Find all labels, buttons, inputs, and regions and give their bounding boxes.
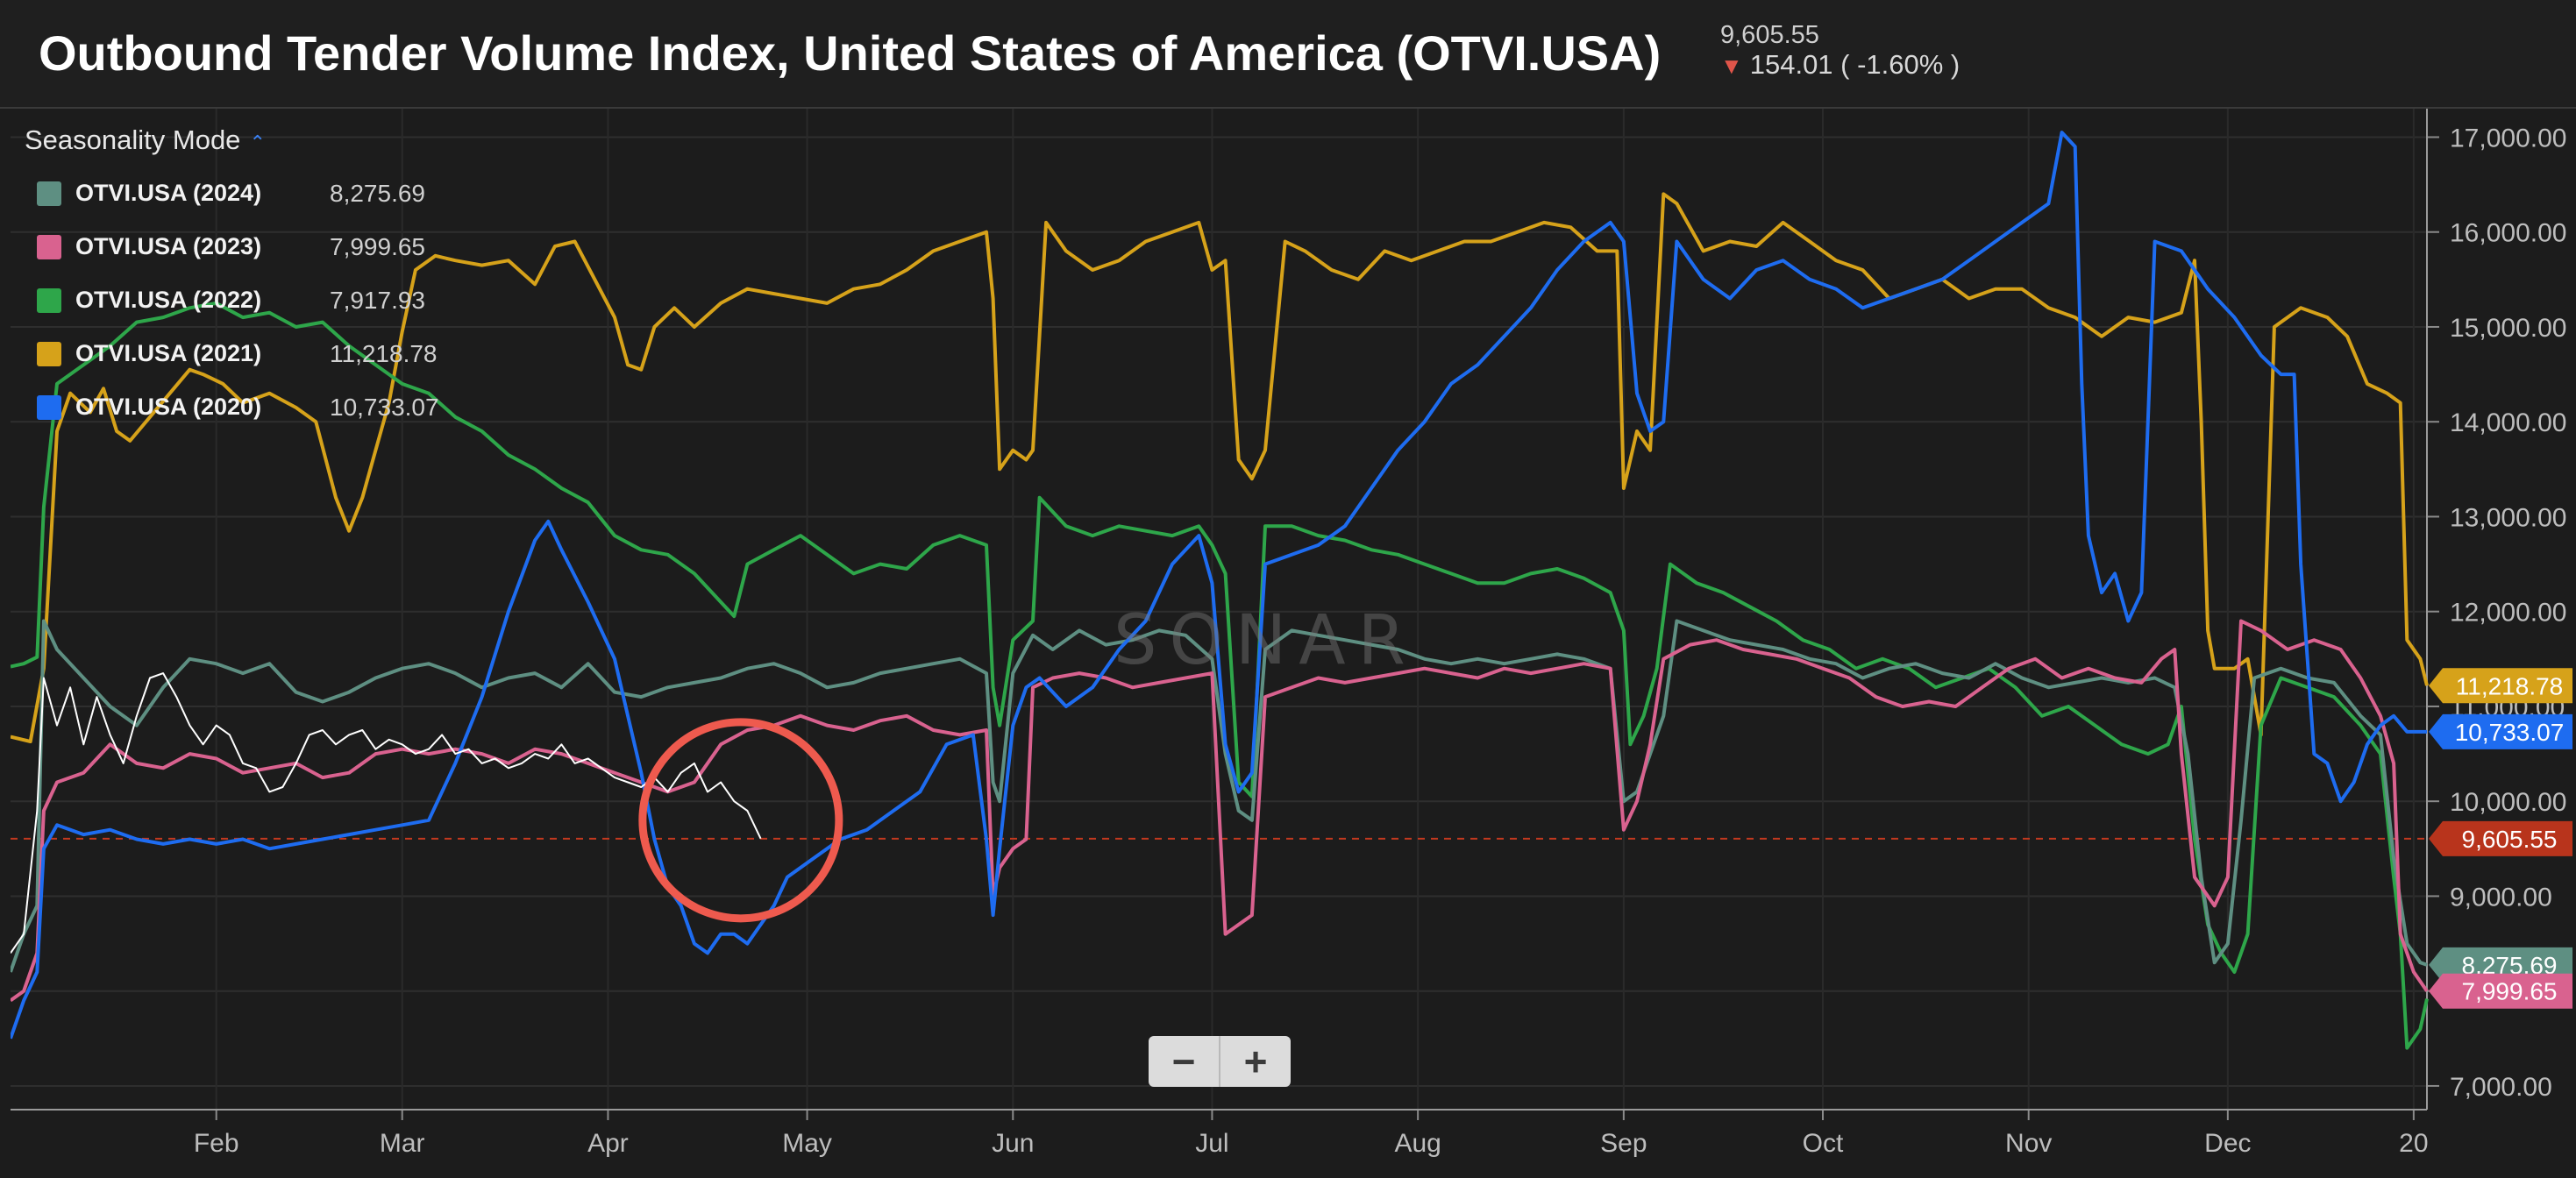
legend-swatch xyxy=(37,181,61,206)
series-line-0 xyxy=(11,192,2429,743)
legend-series-value: 10,733.07 xyxy=(330,393,439,421)
legend-item[interactable]: OTVI.USA (2023) 7,999.65 xyxy=(25,220,439,273)
arrow-down-icon: ▼ xyxy=(1720,53,1743,79)
zoom-out-button[interactable]: − xyxy=(1171,1039,1196,1084)
y-tick-label: 7,000.00 xyxy=(2450,1073,2552,1102)
x-tick-label: Mar xyxy=(380,1129,425,1158)
y-tick-label: 14,000.00 xyxy=(2450,408,2566,437)
legend-swatch xyxy=(37,341,61,366)
y-tick-label: 10,000.00 xyxy=(2450,788,2566,817)
x-tick-label: Feb xyxy=(194,1129,239,1158)
series-line-2 xyxy=(11,619,2428,973)
x-tick-label: Sep xyxy=(1600,1129,1647,1158)
last-value: 9,605.55 xyxy=(1720,21,1819,49)
tag-2020: 10,733.07 xyxy=(2429,713,2572,749)
legend-swatch xyxy=(37,287,61,313)
seasonality-mode-label: Seasonality Mode xyxy=(25,124,241,155)
chevron-up-icon: ⌃ xyxy=(249,131,266,153)
x-tick-label: Dec xyxy=(2204,1129,2251,1158)
tag-2020-bg xyxy=(2429,713,2572,749)
zoom-in-button[interactable]: + xyxy=(1219,1036,1291,1087)
tag-2021: 11,218.78 xyxy=(2429,668,2572,704)
x-tick-label: Oct xyxy=(1803,1129,1844,1158)
series-line-3 xyxy=(11,619,2429,1003)
chart-header: Outbound Tender Volume Index, United Sta… xyxy=(0,0,2576,109)
legend-swatch xyxy=(37,394,61,420)
tag-2023-bg xyxy=(2429,973,2572,1009)
x-tick-label: Aug xyxy=(1394,1129,1441,1158)
chart-title: Outbound Tender Volume Index, United Sta… xyxy=(39,25,1662,81)
series-line-1 xyxy=(11,301,2429,1050)
legend: Seasonality Mode ⌃ OTVI.USA (2024) 8,275.… xyxy=(25,124,439,434)
x-tick-label: Jul xyxy=(1195,1129,1228,1158)
legend-series-name: OTVI.USA (2021) xyxy=(75,340,262,366)
legend-series-value: 11,218.78 xyxy=(330,339,438,367)
change-readout: ▼ 154.01 ( -1.60% ) xyxy=(1720,49,1960,81)
legend-item[interactable]: OTVI.USA (2020) 10,733.07 xyxy=(25,380,439,434)
legend-swatch xyxy=(37,234,61,259)
legend-item[interactable]: OTVI.USA (2021) 11,218.78 xyxy=(25,327,439,380)
legend-item[interactable]: OTVI.USA (2022) 7,917.93 xyxy=(25,273,439,327)
x-tick-label: Nov xyxy=(2005,1129,2052,1158)
legend-series-name: OTVI.USA (2022) xyxy=(75,287,262,313)
series-line-5 xyxy=(11,672,762,954)
legend-item[interactable]: OTVI.USA (2024) 8,275.69 xyxy=(25,167,439,220)
y-tick-label: 12,000.00 xyxy=(2450,599,2566,628)
legend-series-value: 7,917.93 xyxy=(330,286,425,314)
tag-2023-text: 7,999.65 xyxy=(2462,978,2558,1005)
line-chart[interactable]: 7,000.008,000.009,000.0010,000.0011,000.… xyxy=(11,109,2576,1178)
series-line-4 xyxy=(11,131,2427,1040)
zoom-controls: − + xyxy=(1149,1036,1291,1087)
y-tick-label: 9,000.00 xyxy=(2450,883,2552,912)
y-tick-label: 15,000.00 xyxy=(2450,314,2566,343)
change-text: 154.01 ( -1.60% ) xyxy=(1749,49,1960,80)
x-tick-label: May xyxy=(782,1129,832,1158)
legend-series-name: OTVI.USA (2023) xyxy=(75,233,262,259)
sonar-watermark: SONAR xyxy=(1114,601,1418,680)
y-tick-label: 13,000.00 xyxy=(2450,503,2566,532)
annotation-circle xyxy=(638,718,843,923)
x-tick-label: Apr xyxy=(587,1129,629,1158)
legend-series-value: 8,275.69 xyxy=(330,179,425,207)
tag-current-bg xyxy=(2429,820,2572,856)
tag-2021-text: 11,218.78 xyxy=(2456,672,2564,699)
legend-series-value: 7,999.65 xyxy=(330,232,425,260)
tag-current-text: 9,605.55 xyxy=(2462,826,2558,853)
tag-current: 9,605.55 xyxy=(2429,820,2572,856)
tag-2021-bg xyxy=(2429,668,2572,704)
x-tick-label: 20 xyxy=(2399,1129,2428,1158)
chart-area[interactable]: 7,000.008,000.009,000.0010,000.0011,000.… xyxy=(11,109,2576,1178)
legend-series-name: OTVI.USA (2020) xyxy=(75,394,262,420)
x-tick-label: Jun xyxy=(992,1129,1034,1158)
tag-2020-text: 10,733.07 xyxy=(2455,719,2565,746)
legend-series-name: OTVI.USA (2024) xyxy=(75,180,262,206)
tag-2023: 7,999.65 xyxy=(2429,973,2572,1009)
seasonality-mode-toggle[interactable]: Seasonality Mode ⌃ xyxy=(25,124,439,156)
y-tick-label: 16,000.00 xyxy=(2450,219,2566,248)
y-tick-label: 17,000.00 xyxy=(2450,124,2566,153)
